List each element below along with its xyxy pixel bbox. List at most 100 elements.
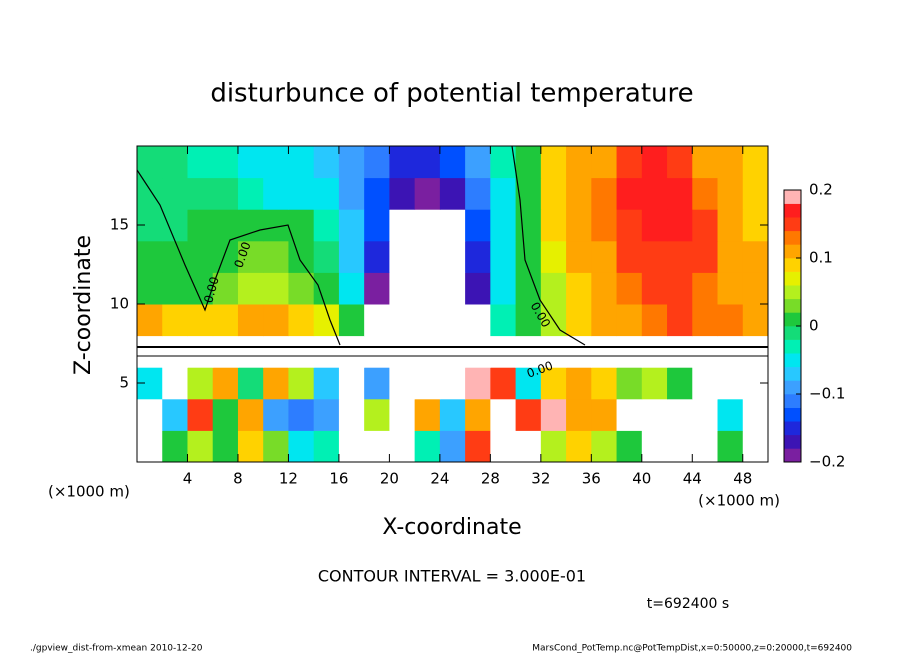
- heatmap-cell: [137, 240, 163, 273]
- heatmap-cell: [338, 367, 365, 400]
- heatmap-cell: [414, 398, 441, 431]
- heatmap-cell: [717, 209, 744, 242]
- heatmap-cell: [313, 367, 340, 400]
- colorbar-swatch: [784, 366, 801, 381]
- heatmap-cell: [389, 398, 416, 431]
- colorbar-tick-label: −0.2: [809, 453, 845, 471]
- heatmap-cell: [515, 304, 542, 337]
- heatmap-cell: [465, 177, 491, 210]
- heatmap-cell: [439, 398, 466, 431]
- heatmap-cell: [212, 240, 239, 273]
- heatmap-cell: [692, 304, 719, 337]
- heatmap-cell: [212, 367, 239, 400]
- x-tick-label: 40: [632, 470, 651, 488]
- heatmap-cell: [641, 272, 668, 305]
- heatmap-cell: [237, 146, 264, 179]
- heatmap-cell: [591, 146, 618, 179]
- heatmap-cell: [616, 146, 643, 179]
- heatmap-cell: [465, 367, 491, 400]
- heatmap-cell: [667, 240, 693, 273]
- heatmap-cell: [187, 177, 214, 210]
- contour-line: [136, 169, 341, 346]
- x-tick-label: 16: [329, 470, 348, 488]
- heatmap-cell: [313, 335, 340, 368]
- heatmap-cell: [667, 304, 693, 337]
- heatmap-cell: [338, 430, 365, 463]
- heatmap-cell: [162, 240, 188, 273]
- heatmap-cell: [338, 177, 365, 210]
- heatmap-cell: [364, 335, 390, 368]
- heatmap-cell: [137, 304, 163, 337]
- heatmap-cell: [389, 209, 416, 242]
- time-label: t=692400 s: [647, 596, 729, 612]
- heatmap-cell: [540, 272, 567, 305]
- heatmap-cell: [137, 177, 163, 210]
- heatmap-cell: [414, 240, 441, 273]
- heatmap-cell: [540, 335, 567, 368]
- heatmap-cell: [162, 335, 188, 368]
- heatmap-cell: [263, 240, 289, 273]
- heatmap-cell: [414, 335, 441, 368]
- colorbar-swatch: [784, 434, 801, 449]
- heatmap-cell: [439, 146, 466, 179]
- heatmap-cell: [515, 209, 542, 242]
- heatmap-cell: [591, 430, 618, 463]
- colorbar-swatch: [784, 421, 801, 436]
- heatmap-cell: [742, 430, 769, 463]
- x-axis-label: X-coordinate: [382, 515, 521, 540]
- heatmap-cell: [313, 146, 340, 179]
- heatmap-cell: [591, 335, 618, 368]
- colorbar-swatch: [784, 217, 801, 232]
- colorbar-swatch: [784, 407, 801, 422]
- colorbar-swatch: [784, 312, 801, 327]
- heatmap-cell: [313, 240, 340, 273]
- colorbar-swatch: [784, 258, 801, 272]
- heatmap-cell: [187, 430, 214, 463]
- heatmap-cell: [187, 398, 214, 431]
- heatmap-cell: [465, 430, 491, 463]
- heatmap-cell: [591, 304, 618, 337]
- heatmap-cell: [515, 272, 542, 305]
- heatmap-cell: [338, 240, 365, 273]
- heatmap-cell: [490, 367, 517, 400]
- heatmap-cell: [187, 367, 214, 400]
- heatmap-cell: [338, 146, 365, 179]
- heatmap-cell: [439, 335, 466, 368]
- heatmap-cell: [465, 209, 491, 242]
- heatmap-cell: [692, 398, 719, 431]
- heatmap-cell: [237, 272, 264, 305]
- heatmap-cell: [263, 335, 289, 368]
- heatmap-cell: [616, 335, 643, 368]
- heatmap-cell: [490, 335, 517, 368]
- x-unit-label: (×1000 m): [698, 492, 780, 510]
- heatmap-cell: [137, 146, 163, 179]
- colorbar-swatch: [784, 244, 801, 259]
- heatmap-cell: [162, 177, 188, 210]
- heatmap-cell: [389, 335, 416, 368]
- heatmap-cell: [288, 304, 315, 337]
- heatmap-cell: [515, 367, 542, 400]
- heatmap-cell: [692, 272, 719, 305]
- x-tick-label: 32: [531, 470, 550, 488]
- heatmap-cell: [364, 304, 390, 337]
- heatmap-cell: [540, 177, 567, 210]
- heatmap-cell: [717, 430, 744, 463]
- heatmap-cell: [187, 335, 214, 368]
- contour-interval: CONTOUR INTERVAL = 3.000E-01: [318, 567, 586, 586]
- heatmap-cell: [540, 398, 567, 431]
- heatmap-cell: [490, 304, 517, 337]
- footer-right: MarsCond_PotTemp.nc@PotTempDist,x=0:5000…: [532, 644, 852, 654]
- heatmap-cell: [641, 146, 668, 179]
- heatmap-cell: [313, 272, 340, 305]
- heatmap-cell: [742, 335, 769, 368]
- heatmap-cell: [414, 304, 441, 337]
- heatmap-cell: [389, 430, 416, 463]
- x-tick-label: 8: [233, 470, 243, 488]
- x-tick-label: 48: [733, 470, 752, 488]
- heatmap-cell: [364, 146, 390, 179]
- heatmap-cell: [667, 335, 693, 368]
- heatmap-cell: [515, 335, 542, 368]
- heatmap-cell: [288, 398, 315, 431]
- heatmap-cell: [515, 430, 542, 463]
